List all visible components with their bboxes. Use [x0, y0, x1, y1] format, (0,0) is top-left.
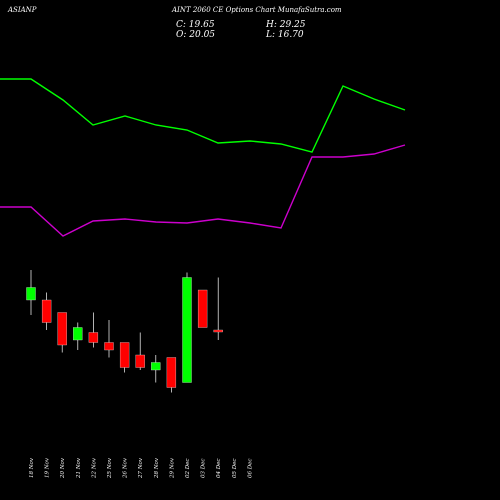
lower-band-line: [0, 144, 406, 237]
chart-subtitle: AINT 2060 CE Options Chart MunafaSutra.c…: [172, 6, 342, 14]
open-value: O: 20.05: [176, 30, 216, 40]
symbol-label: ASIANP: [8, 6, 37, 14]
x-tick-label-5: 22 Nov: [91, 457, 97, 479]
candle-body-2: [41, 299, 52, 323]
x-tick-label-12: 03 Dec: [201, 459, 207, 479]
candle-body-10: [166, 357, 177, 388]
candle-body-11: [182, 277, 192, 383]
candle-body-13: [213, 329, 223, 333]
x-axis-ticks: 18 Nov 19 Nov 20 Nov 21 Nov 22 Nov 25 Nov 26 N…: [29, 457, 253, 479]
candle-body-7: [119, 342, 130, 368]
x-tick-label-7: 26 Nov: [123, 457, 129, 479]
x-tick-label-11: 02 Dec: [185, 459, 191, 479]
x-tick-label-8: 27 Nov: [138, 457, 144, 479]
candle-body-4: [73, 327, 83, 341]
candle-body-9: [151, 362, 161, 371]
candlesticks: [26, 270, 223, 393]
x-tick-label-15: 06 Dec: [247, 459, 253, 479]
candle-body-12: [197, 289, 208, 328]
low-value: L: 16.70: [266, 30, 304, 40]
x-tick-label-10: 29 Nov: [169, 457, 175, 479]
high-value: H: 29.25: [266, 20, 306, 30]
candle-body-1: [26, 287, 36, 301]
upper-band-line: [0, 78, 406, 153]
candle-body-3: [57, 312, 67, 346]
x-tick-label-2: 19 Nov: [45, 457, 51, 478]
indicator-lines: [0, 78, 406, 237]
x-tick-label-4: 21 Nov: [76, 457, 82, 479]
close-value: C: 19.65: [176, 20, 215, 30]
candle-body-8: [135, 354, 145, 368]
x-tick-label-9: 28 Nov: [154, 457, 160, 479]
x-tick-label-14: 05 Dec: [232, 459, 238, 479]
x-tick-label-1: 18 Nov: [29, 457, 35, 478]
x-tick-label-6: 25 Nov: [107, 457, 113, 479]
candle-body-6: [104, 342, 114, 351]
x-tick-label-13: 04 Dec: [216, 459, 222, 479]
x-tick-label-3: 20 Nov: [60, 457, 66, 479]
candle-body-5: [88, 332, 99, 343]
